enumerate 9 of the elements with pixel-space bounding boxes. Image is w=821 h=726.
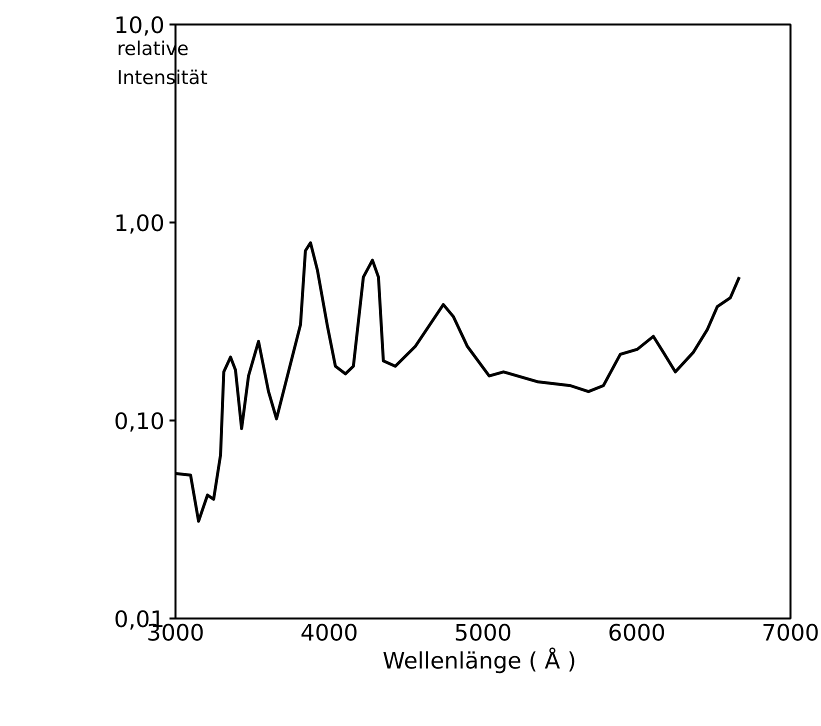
x-tick-label: 4000 <box>300 620 358 646</box>
line-series <box>176 241 741 523</box>
x-tick-label: 7000 <box>762 620 820 646</box>
y-tick-label: 10,0 <box>114 13 165 39</box>
y-tick-label: 1,00 <box>114 211 165 237</box>
y-tick-label: 0,10 <box>114 409 165 435</box>
x-tick-label: 6000 <box>608 620 666 646</box>
x-tick-label: 5000 <box>454 620 512 646</box>
x-axis-title: Wellenlänge ( Å ) <box>382 646 576 674</box>
